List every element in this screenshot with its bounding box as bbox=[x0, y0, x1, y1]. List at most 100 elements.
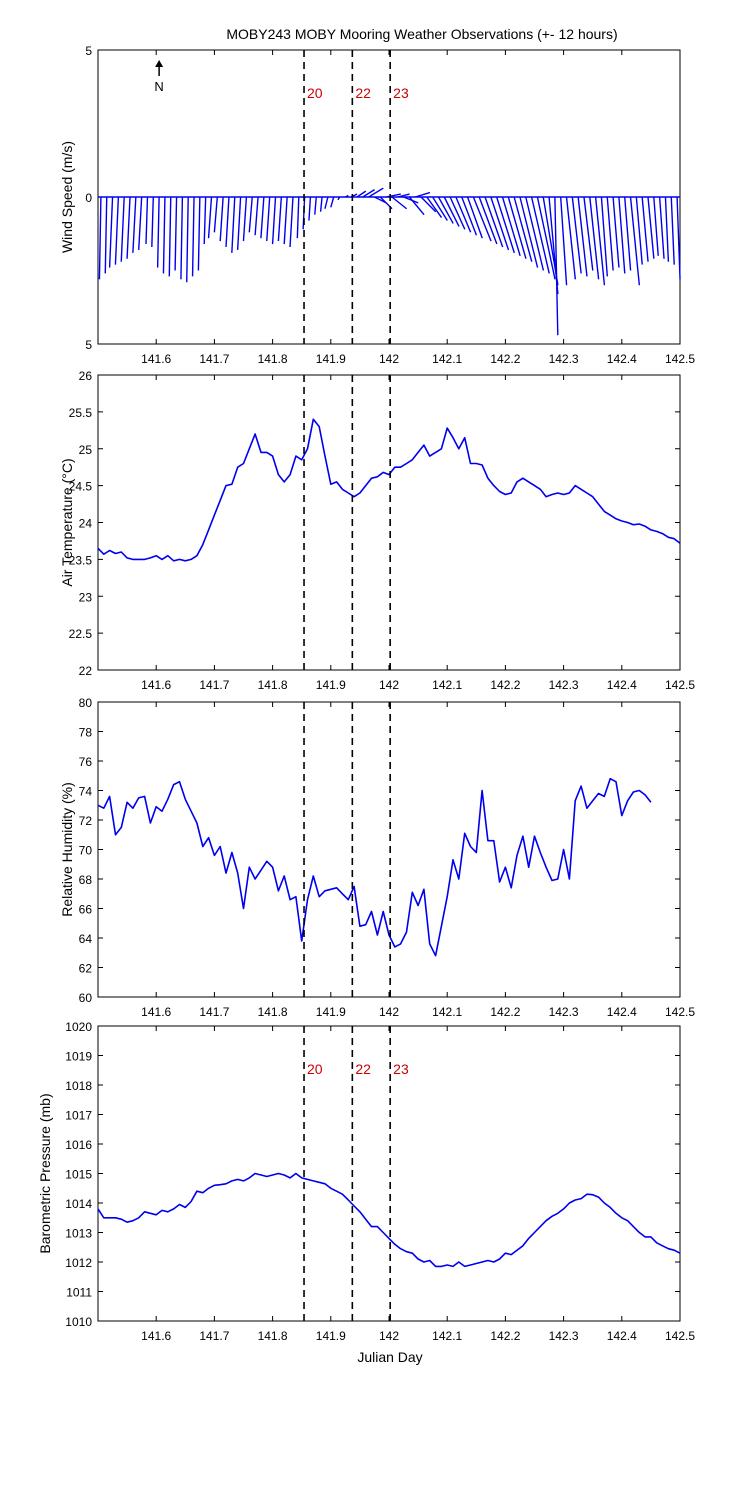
wind-y-tick-label: 5 bbox=[85, 44, 92, 58]
wind-vector bbox=[254, 196, 259, 236]
wind-vector bbox=[519, 196, 539, 268]
wind-vector bbox=[472, 196, 492, 242]
wind-vector bbox=[203, 196, 207, 245]
wind-x-tick-label: 142 bbox=[379, 352, 399, 366]
wind-vector bbox=[449, 196, 466, 230]
air-temp-panel: 141.6 141.7 141.8 141.9 142 142.1 142.2 142.3 14… bbox=[59, 369, 695, 692]
wind-vector bbox=[443, 196, 460, 227]
wind-vector bbox=[507, 196, 527, 259]
wind-vector bbox=[308, 196, 312, 221]
humidity-plot-area bbox=[97, 701, 681, 998]
pressure-x-tick-label: 142.5 bbox=[665, 1329, 695, 1343]
wind-x-tick-label: 142.5 bbox=[665, 352, 695, 366]
humidity-x-tick-label: 141.7 bbox=[199, 1005, 229, 1019]
wind-vector bbox=[525, 196, 545, 271]
pressure-x-tick-label: 141.7 bbox=[199, 1329, 229, 1343]
humidity-y-tick-label: 68 bbox=[79, 873, 93, 887]
pressure-y-tick-label: 1016 bbox=[65, 1138, 92, 1152]
figure-title: MOBY243 MOBY Mooring Weather Observation… bbox=[226, 26, 617, 42]
humidity-x-tick-label: 141.8 bbox=[258, 1005, 288, 1019]
wind-vector bbox=[612, 196, 620, 268]
air-temp-y-tick-label: 23.5 bbox=[69, 553, 93, 567]
humidity-y-axis-label: Relative Humidity (%) bbox=[59, 782, 75, 917]
pressure-plot-area bbox=[97, 1025, 681, 1322]
wind-vector bbox=[98, 196, 102, 280]
pressure-x-tick-label: 141.6 bbox=[141, 1329, 171, 1343]
air-temp-x-tick-label: 142.4 bbox=[607, 678, 637, 692]
pressure-y-tick-label: 1015 bbox=[65, 1168, 92, 1182]
humidity-y-tick-label: 80 bbox=[79, 696, 93, 710]
wind-vector bbox=[296, 196, 300, 239]
wind-vector bbox=[478, 196, 498, 245]
panels: 141.6 141.7 141.8 141.9 142 142.1 142.2 142.3 14… bbox=[37, 44, 695, 1343]
pressure-y-tick-label: 1018 bbox=[65, 1079, 92, 1093]
air-temp-y-tick-label: 24 bbox=[79, 517, 93, 531]
pressure-x-tick-label: 141.9 bbox=[316, 1329, 346, 1343]
wind-vector bbox=[571, 196, 582, 274]
humidity-x-tick-label: 142 bbox=[379, 1005, 399, 1019]
wind-vector bbox=[180, 196, 184, 280]
wind-vector bbox=[647, 196, 655, 259]
wind-vector bbox=[197, 196, 201, 271]
humidity-y-tick-label: 74 bbox=[79, 785, 93, 799]
wind-vector bbox=[145, 196, 149, 245]
humidity-x-tick-label: 142.1 bbox=[432, 1005, 462, 1019]
pressure-x-tick-label: 142 bbox=[379, 1329, 399, 1343]
air-temp-y-tick-label: 25.5 bbox=[69, 406, 93, 420]
wind-vector bbox=[219, 196, 224, 242]
wind-vector bbox=[186, 196, 189, 283]
wind-vector bbox=[594, 196, 606, 286]
wind-panel: 141.6 141.7 141.8 141.9 142 142.1 142.2 142.3 14… bbox=[59, 44, 695, 366]
humidity-y-tick-label: 70 bbox=[79, 844, 93, 858]
wind-vector bbox=[289, 196, 294, 248]
wind-vector bbox=[266, 196, 271, 242]
wind-vector bbox=[362, 189, 375, 198]
wind-vector bbox=[536, 196, 556, 280]
wind-vector bbox=[635, 196, 643, 265]
wind-y-tick-label: 0 bbox=[85, 191, 92, 205]
wind-vector bbox=[236, 196, 242, 250]
wind-vector bbox=[260, 196, 265, 239]
wind-vector bbox=[104, 196, 108, 274]
wind-vector bbox=[513, 196, 533, 262]
wind-vector bbox=[248, 196, 253, 233]
wind-vector bbox=[151, 196, 154, 248]
humidity-x-tick-label: 142.5 bbox=[665, 1005, 695, 1019]
wind-vector bbox=[658, 196, 665, 259]
wind-vector bbox=[432, 196, 448, 221]
wind-vector bbox=[676, 196, 681, 280]
pressure-x-tick-label: 142.1 bbox=[432, 1329, 462, 1343]
wind-marker-label: 23 bbox=[393, 85, 409, 101]
wind-x-tick-label: 141.6 bbox=[141, 352, 171, 366]
pressure-y-tick-label: 1010 bbox=[65, 1315, 92, 1329]
air-temp-x-tick-label: 141.7 bbox=[199, 678, 229, 692]
pressure-marker-label: 20 bbox=[307, 1061, 323, 1077]
wind-vector bbox=[554, 196, 559, 336]
wind-vector bbox=[414, 191, 431, 198]
air-temp-y-tick-label: 22.5 bbox=[69, 627, 93, 641]
wind-vector bbox=[168, 196, 172, 277]
wind-vector bbox=[629, 196, 641, 286]
north-arrow-icon bbox=[155, 60, 164, 67]
wind-vector bbox=[231, 196, 236, 253]
air-temp-x-tick-label: 142.3 bbox=[549, 678, 579, 692]
pressure-marker-label: 23 bbox=[393, 1061, 409, 1077]
wind-vector bbox=[426, 196, 443, 218]
wind-x-tick-label: 141.9 bbox=[316, 352, 346, 366]
wind-vector bbox=[174, 196, 178, 271]
air-temp-y-tick-label: 24.5 bbox=[69, 480, 93, 494]
wind-vector bbox=[126, 196, 131, 259]
wind-vector bbox=[559, 196, 568, 286]
humidity-x-tick-label: 141.6 bbox=[141, 1005, 171, 1019]
wind-vector bbox=[530, 196, 550, 274]
pressure-y-tick-label: 1012 bbox=[65, 1256, 92, 1270]
wind-vector bbox=[664, 196, 670, 262]
north-label: N bbox=[154, 79, 163, 94]
wind-vector bbox=[242, 196, 248, 242]
wind-x-tick-label: 141.7 bbox=[199, 352, 229, 366]
pressure-x-tick-label: 142.4 bbox=[607, 1329, 637, 1343]
wind-vector bbox=[356, 190, 367, 198]
wind-vector bbox=[606, 196, 614, 271]
air-temp-y-tick-label: 23 bbox=[79, 590, 93, 604]
humidity-y-tick-label: 62 bbox=[79, 962, 93, 976]
